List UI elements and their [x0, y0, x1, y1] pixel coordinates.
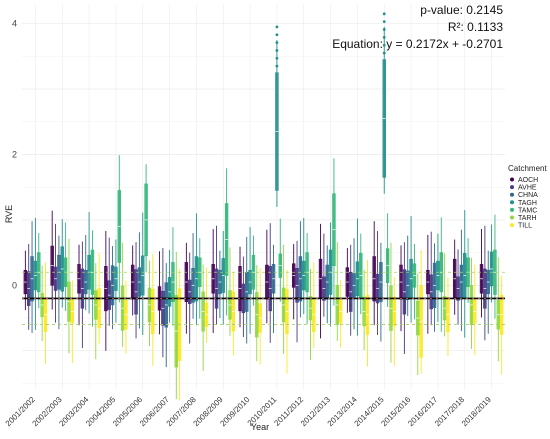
legend-swatch: [510, 177, 514, 182]
outlier-point: [382, 20, 386, 24]
outlier-point: [382, 28, 386, 31]
outlier-point: [275, 25, 279, 29]
legend-label: AVHE: [518, 185, 537, 192]
legend-swatch: [510, 200, 514, 205]
legend-swatch: [510, 207, 514, 212]
annotation-equation: Equation: y = 0.2172x + -0.2701: [332, 37, 503, 51]
legend-label: TAGH: [518, 200, 537, 207]
x-axis-title: Year: [251, 422, 269, 432]
outlier-point: [382, 12, 386, 16]
legend-swatch: [510, 215, 514, 220]
legend-swatch: [510, 185, 514, 190]
outlier-point: [382, 51, 386, 55]
outlier-point: [382, 35, 386, 39]
legend-label: TARH: [518, 215, 537, 222]
y-axis-title: RVE: [4, 205, 14, 223]
outlier-point: [275, 49, 279, 52]
annotation-r-squared: R²: 0.1133: [448, 20, 503, 34]
outlier-point: [275, 64, 279, 68]
y-tick-label: 4: [12, 19, 17, 29]
outlier-point: [275, 33, 279, 37]
legend-label: AOCH: [518, 177, 538, 184]
outlier-point: [382, 43, 386, 47]
y-tick-label: 0: [12, 280, 17, 290]
legend-swatch: [510, 223, 514, 228]
legend-label: CHNA: [518, 192, 538, 199]
legend-label: TILL: [518, 223, 532, 230]
legend-title: Catchment: [508, 164, 547, 173]
legend-swatch: [510, 192, 514, 197]
outlier-point: [275, 56, 279, 60]
annotation-p-value: p-value: 0.2145: [420, 3, 503, 17]
legend-label: TAMC: [518, 207, 537, 214]
outlier-point: [275, 41, 279, 44]
y-tick-label: 2: [12, 149, 17, 159]
